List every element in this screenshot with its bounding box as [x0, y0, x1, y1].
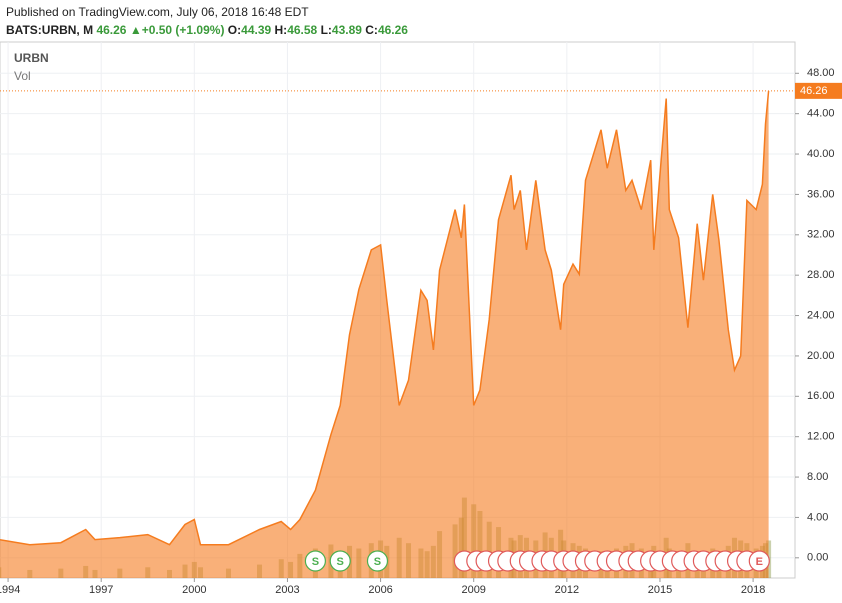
earnings-marker	[748, 550, 770, 572]
y-tick-label: 8.00	[807, 471, 828, 483]
close: 46.26	[377, 23, 408, 37]
y-tick-label: 32.00	[807, 229, 835, 241]
last-price-box	[795, 82, 842, 99]
y-tick-label: 24.00	[807, 309, 835, 321]
low: 43.89	[331, 23, 362, 37]
y-tick-label: 44.00	[807, 108, 835, 120]
y-tick-label: 20.00	[807, 350, 835, 362]
l-label: L:	[320, 23, 332, 37]
header: Published on TradingView.com, July 06, 2…	[6, 3, 408, 39]
x-tick-label: 2018	[741, 584, 765, 596]
o-label: O:	[227, 23, 242, 37]
x-tick-label: 1994	[0, 584, 20, 596]
y-tick-label: 0.00	[807, 552, 828, 564]
price-area	[0, 90, 769, 578]
y-tick-label: 28.00	[807, 269, 835, 281]
splits-marker	[366, 550, 389, 572]
y-tick-label: 40.00	[807, 148, 835, 160]
x-tick-label: 2006	[368, 584, 392, 596]
x-tick-label: 2015	[648, 584, 672, 596]
y-tick-label: 36.00	[807, 188, 835, 200]
arrow: ▲	[129, 23, 142, 37]
y-tick-label: 48.00	[807, 67, 835, 79]
x-tick-label: 2003	[275, 584, 299, 596]
change: +0.50 (+1.09%)	[141, 23, 225, 37]
x-tick-label: 2009	[461, 584, 485, 596]
published: Published on TradingView.com, July 06, 2…	[6, 5, 309, 19]
symbol: BATS:URBN, M	[6, 23, 94, 37]
splits-marker	[304, 550, 326, 572]
last: 46.26	[96, 23, 127, 37]
legend-entry: URBN	[14, 51, 49, 65]
splits-marker	[329, 550, 351, 572]
legend-entry: Vol	[14, 69, 31, 83]
y-tick-label: 12.00	[807, 431, 835, 443]
x-tick-label: 2000	[182, 584, 206, 596]
earnings-label: E	[756, 556, 763, 568]
y-tick-label: 16.00	[807, 390, 835, 402]
open: 44.39	[241, 23, 272, 37]
y-tick-label: 4.00	[807, 511, 828, 523]
x-tick-label: 1997	[89, 584, 113, 596]
high: 46.58	[287, 23, 318, 37]
splits-label: S	[312, 556, 319, 568]
h-label: H:	[274, 23, 288, 37]
quote-line: BATS:URBN, M 46.26 ▲+0.50 (+1.09%) O:44.…	[6, 21, 408, 39]
c-label: C:	[365, 23, 378, 37]
x-tick-label: 2012	[555, 584, 579, 596]
price-line	[0, 90, 770, 546]
last-price-label: 46.26	[800, 85, 828, 97]
splits-label: S	[337, 556, 344, 568]
splits-label: S	[374, 556, 381, 568]
